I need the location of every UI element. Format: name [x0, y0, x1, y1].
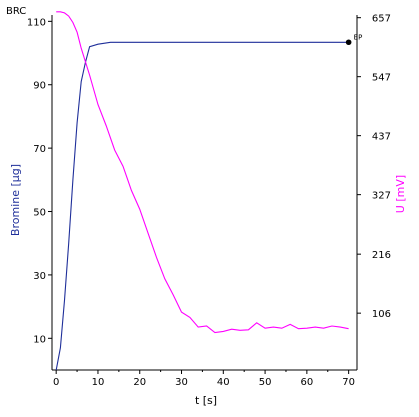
x-tick-label: 30	[175, 377, 188, 388]
axes	[48, 15, 361, 374]
x-tick-label: 60	[300, 377, 313, 388]
y-right-tick-label: 106	[372, 309, 391, 320]
x-tick-label: 20	[133, 377, 146, 388]
bromine-line	[55, 41, 349, 371]
y-axis-right-label: U [mV]	[394, 175, 407, 213]
endpoint-label: EP	[354, 33, 363, 41]
y-axis-left-label: Bromine [µg]	[9, 164, 22, 236]
y-right-tick-label: 216	[372, 250, 391, 261]
x-tick-label: 0	[53, 377, 59, 388]
x-tick-label: 50	[259, 377, 272, 388]
y-left-tick-label: 110	[27, 17, 46, 28]
y-left-tick-label: 30	[33, 271, 46, 282]
y-left-tick-label: 10	[33, 334, 46, 345]
x-tick-label: 10	[92, 377, 105, 388]
y-right-tick-label: 327	[372, 191, 391, 202]
y-right-tick-label: 437	[372, 132, 391, 143]
x-tick-label: 40	[217, 377, 230, 388]
x-axis-label: t [s]	[195, 394, 217, 407]
tick-labels: 0 10 20 30 40 50 60 70 10 30 50 70 90 110 106 216 327 437…	[27, 14, 391, 388]
endpoint-marker	[345, 39, 352, 46]
y-left-tick-label: 90	[33, 81, 46, 92]
series-layer	[55, 11, 352, 371]
chart-title: BRC	[6, 6, 26, 17]
y-left-tick-label: 70	[33, 144, 46, 155]
x-tick-label: 70	[342, 377, 355, 388]
y-right-tick-label: 547	[372, 73, 391, 84]
y-right-tick-label: 657	[372, 14, 391, 25]
y-left-tick-label: 50	[33, 208, 46, 219]
voltage-line	[56, 11, 349, 334]
